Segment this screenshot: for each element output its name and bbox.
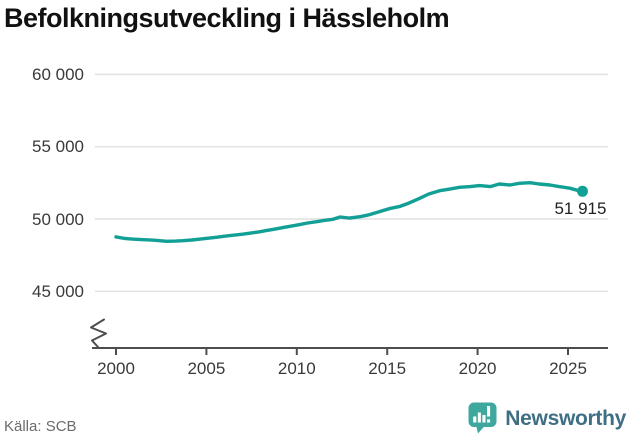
x-axis-tick-label: 2010 (277, 359, 316, 378)
page-title: Befolkningsutveckling i Hässleholm (4, 3, 450, 33)
x-axis-tick-label: 2015 (368, 359, 407, 378)
x-axis-tick-label: 2020 (458, 359, 497, 378)
source-caption: Källa: SCB (4, 418, 77, 435)
newsworthy-logo-text: Newsworthy (505, 406, 626, 430)
x-axis-tick-label: 2000 (97, 359, 135, 378)
y-axis-tick-label: 45 000 (32, 281, 84, 301)
y-axis-tick-label: 55 000 (32, 137, 84, 157)
newsworthy-logo: Newsworthy (468, 402, 626, 435)
x-axis-tick-label: 2005 (187, 359, 226, 378)
y-axis-tick-label: 50 000 (32, 209, 84, 229)
x-axis-tick-label: 2025 (549, 359, 587, 378)
newsworthy-logo-icon (468, 402, 497, 434)
y-axis-tick-label: 60 000 (32, 64, 84, 84)
last-value-label: 51 915 (554, 199, 607, 219)
